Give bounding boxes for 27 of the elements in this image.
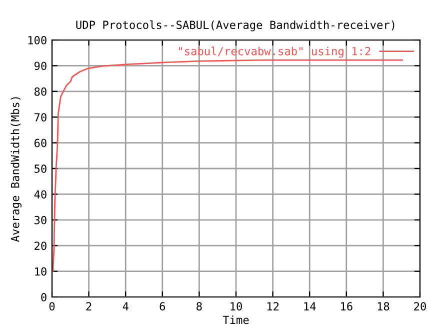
x-tick-label: 6	[160, 302, 166, 311]
y-tick-label: 20	[34, 242, 46, 250]
x-tick-label: 10	[230, 302, 242, 311]
chart-title: UDP Protocols--SABUL(Average Bandwidth-receiver)	[76, 20, 394, 32]
x-tick-label: 20	[414, 302, 426, 311]
y-tick-label: 80	[34, 87, 46, 96]
x-tick-label: 14	[304, 302, 316, 310]
y-tick-label: 10	[35, 267, 46, 276]
y-tick-label: 70	[34, 113, 46, 122]
y-tick-label: 50	[34, 164, 46, 173]
y-tick-label: 30	[34, 216, 46, 224]
y-tick-label: 60	[34, 138, 46, 148]
x-tick-label: 18	[378, 302, 390, 311]
x-tick-label: 16	[341, 302, 352, 311]
legend-label: "sabul/recvabw.sab" using 1:2	[178, 46, 370, 58]
y-tick-label: 90	[34, 62, 46, 70]
y-tick-label: 100	[28, 36, 46, 44]
x-tick-label: 12	[267, 302, 279, 310]
x-tick-label: 0	[49, 302, 55, 311]
y-tick-label: 0	[41, 293, 46, 302]
y-axis-title: Average BandWidth(Mbs)	[10, 97, 22, 242]
x-tick-label: 8	[196, 302, 202, 311]
x-tick-label: 4	[122, 302, 128, 310]
line-series	[52, 59, 404, 272]
y-tick-label: 40	[34, 190, 46, 199]
x-axis-title: Time	[222, 316, 249, 324]
x-tick-label: 2	[86, 302, 92, 310]
